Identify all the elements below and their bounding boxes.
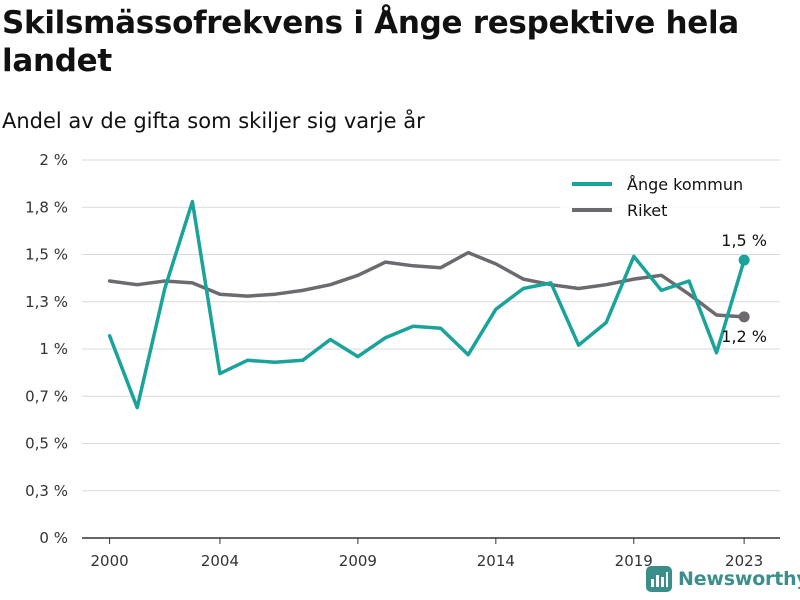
x-axis: 2000 2004 2009 2014 2019 2023	[90, 538, 763, 570]
end-value-label: 1,5 %	[721, 231, 767, 250]
y-axis: 0 % 0,3 % 0,5 % 0,7 % 1 % 1,3 % 1,5 % 1,8 % 2 %	[25, 151, 68, 547]
bar-chart-icon	[646, 566, 672, 592]
x-tick-label: 2000	[90, 552, 128, 570]
brand-name: Newsworthy	[678, 568, 800, 590]
y-tick-label: 1,3 %	[25, 293, 68, 311]
chart-subtitle: Andel av de gifta som skiljer sig varje …	[2, 109, 425, 133]
end-point-marker	[738, 311, 750, 323]
y-tick-label: 0 %	[39, 529, 68, 547]
series-line-ange	[107, 199, 746, 410]
brand-logo: Newsworthy	[646, 566, 800, 592]
y-tick-label: 0,5 %	[25, 435, 68, 453]
end-points: 1,5 % 1,2 %	[721, 231, 767, 346]
y-tick-label: 2 %	[39, 151, 68, 169]
y-tick-label: 1,5 %	[25, 246, 68, 264]
end-point-marker	[738, 254, 750, 266]
end-value-label: 1,2 %	[721, 327, 767, 346]
x-tick-label: 2004	[201, 552, 239, 570]
grid-lines	[82, 159, 780, 539]
y-tick-label: 0,7 %	[25, 387, 68, 405]
series-line-riket	[107, 250, 746, 319]
legend-label: Ånge kommun	[627, 175, 743, 194]
x-tick-label: 2009	[339, 552, 377, 570]
legend: Ånge kommun Riket	[560, 168, 760, 224]
series-lines	[107, 199, 746, 410]
legend-label: Riket	[627, 201, 667, 220]
chart-title: Skilsmässofrekvens i Ånge respektive hel…	[2, 5, 739, 79]
x-tick-label: 2023	[725, 552, 763, 570]
y-tick-label: 1 %	[39, 340, 68, 358]
x-tick-label: 2014	[477, 552, 515, 570]
legend-background	[560, 168, 760, 224]
y-tick-label: 1,8 %	[25, 198, 68, 216]
y-tick-label: 0,3 %	[25, 482, 68, 500]
x-tick-label: 2019	[615, 552, 653, 570]
